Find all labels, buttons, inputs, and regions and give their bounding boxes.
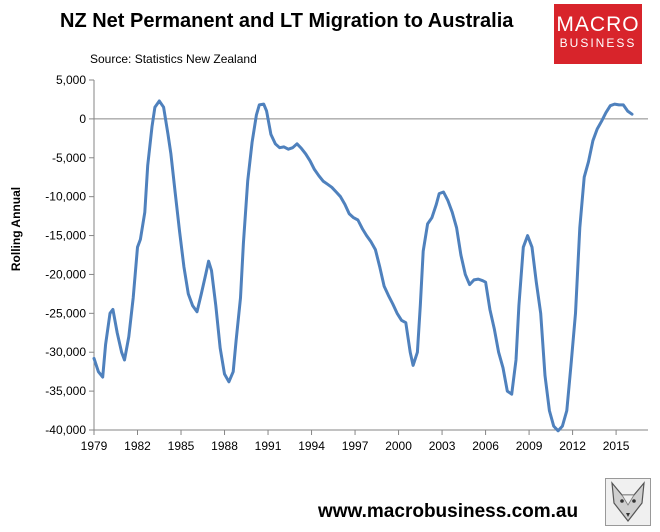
x-tick-label: 1982: [124, 439, 151, 453]
x-tick-label: 1985: [168, 439, 195, 453]
source-note: Source: Statistics New Zealand: [90, 52, 257, 66]
x-tick-label: 1988: [211, 439, 238, 453]
x-tick-label: 2003: [429, 439, 456, 453]
x-tick-label: 2012: [559, 439, 586, 453]
x-tick-label: 2000: [385, 439, 412, 453]
y-tick-label: -40,000: [45, 423, 86, 437]
x-tick-label: 1991: [255, 439, 282, 453]
y-tick-label: -35,000: [45, 384, 86, 398]
y-tick-label: -10,000: [45, 190, 86, 204]
fox-head-icon: [605, 478, 651, 526]
x-tick-label: 1997: [342, 439, 369, 453]
y-tick-label: 5,000: [56, 73, 86, 87]
series-line: [92, 99, 634, 433]
chart-title: NZ Net Permanent and LT Migration to Aus…: [60, 10, 514, 32]
footer-url: www.macrobusiness.com.au: [318, 501, 579, 522]
x-tick-label: 1979: [81, 439, 108, 453]
y-tick-label: -30,000: [45, 345, 86, 359]
logo-line2: BUSINESS: [559, 36, 637, 50]
y-tick-label: -25,000: [45, 306, 86, 320]
y-tick-label: -5,000: [52, 151, 86, 165]
x-axis-ticks: 1979 1982 1985 1988 1991 1994 1997 2000 2003 2006…: [81, 430, 630, 453]
x-tick-label: 1994: [298, 439, 325, 453]
macrobusiness-logo: MACRO BUSINESS: [554, 4, 642, 64]
logo-line1: MACRO: [556, 13, 640, 36]
line-chart: 5,000 0 -5,000 -10,000 -15,000 -20,000 -25,000…: [45, 73, 648, 453]
y-tick-label: -15,000: [45, 229, 86, 243]
y-axis-ticks: 5,000 0 -5,000 -10,000 -15,000 -20,000 -25,000…: [45, 73, 94, 437]
x-tick-label: 2015: [603, 439, 630, 453]
y-tick-label: -20,000: [45, 267, 86, 281]
y-tick-label: 0: [79, 112, 86, 126]
x-tick-label: 2006: [472, 439, 499, 453]
x-tick-label: 2009: [516, 439, 543, 453]
axes: [93, 80, 648, 431]
